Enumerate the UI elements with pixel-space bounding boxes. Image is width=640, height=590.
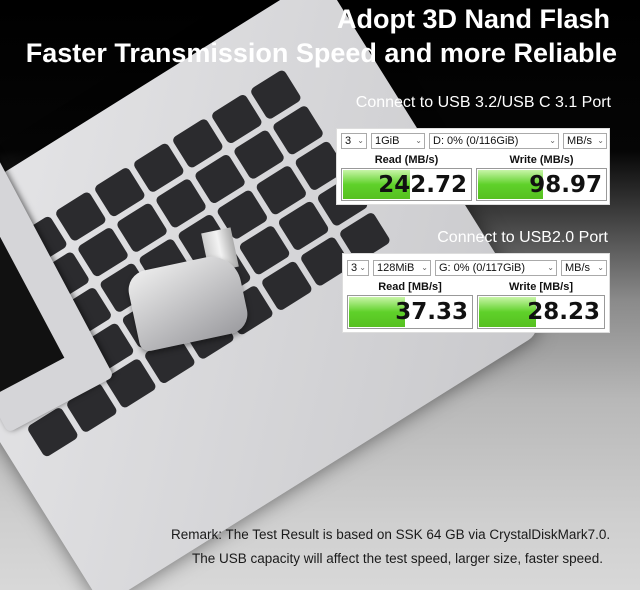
- read-value: 242.72: [378, 171, 467, 198]
- read-label: Read (MB/s): [374, 154, 439, 166]
- write-result: 98.97: [476, 168, 607, 201]
- size-select[interactable]: 128MiB ⌄: [373, 260, 431, 276]
- chevron-down-icon: ⌄: [549, 136, 556, 145]
- write-value: 98.97: [529, 171, 602, 198]
- read-result: 37.33: [347, 295, 473, 329]
- chevron-down-icon: ⌄: [357, 136, 364, 145]
- usb2-benchmark-panel: 3 ⌄ 128MiB ⌄ G: 0% (0/117GiB) ⌄ MB/s ⌄ Read …: [342, 253, 610, 333]
- count-select[interactable]: 3 ⌄: [347, 260, 369, 276]
- drive-value: D: 0% (0/116GiB): [433, 135, 519, 147]
- headline-line1: Adopt 3D Nand Flash: [336, 4, 610, 34]
- chevron-down-icon: ⌄: [547, 263, 554, 272]
- write-value: 28.23: [527, 299, 600, 325]
- count-select[interactable]: 3 ⌄: [341, 133, 367, 149]
- read-bar: [349, 297, 405, 327]
- size-value: 1GiB: [375, 135, 400, 147]
- chevron-down-icon: ⌄: [421, 263, 428, 272]
- usb3-benchmark-panel: 3 ⌄ 1GiB ⌄ D: 0% (0/116GiB) ⌄ MB/s ⌄ Read (M…: [336, 128, 610, 205]
- write-bar: [478, 170, 543, 199]
- chevron-down-icon: ⌄: [415, 136, 422, 145]
- size-select[interactable]: 1GiB ⌄: [371, 133, 425, 149]
- count-value: 3: [351, 262, 358, 274]
- unit-value: MB/s: [565, 262, 591, 274]
- remark-line1: Remark: The Test Result is based on SSK …: [171, 527, 611, 542]
- usb3-caption: Connect to USB 3.2/USB C 3.1 Port: [355, 94, 611, 111]
- remark-line2: The USB capacity will affect the test sp…: [192, 551, 603, 566]
- chevron-down-icon: ⌄: [597, 136, 604, 145]
- read-value: 37.33: [395, 299, 468, 325]
- write-label: Write (MB/s): [509, 154, 574, 166]
- headline-line2: Faster Transmission Speed and more Relia…: [25, 38, 617, 68]
- write-label: Write [MB/s]: [509, 281, 573, 293]
- read-result: 242.72: [341, 168, 472, 201]
- read-label: Read [MB/s]: [378, 281, 442, 293]
- size-value: 128MiB: [377, 262, 415, 274]
- read-bar: [343, 170, 411, 199]
- drive-select[interactable]: G: 0% (0/117GiB) ⌄: [435, 260, 557, 276]
- write-result: 28.23: [477, 295, 605, 329]
- unit-select[interactable]: MB/s ⌄: [561, 260, 607, 276]
- drive-value: G: 0% (0/117GiB): [439, 262, 525, 274]
- chevron-down-icon: ⌄: [597, 263, 604, 272]
- unit-value: MB/s: [567, 135, 593, 147]
- usb2-caption: Connect to USB2.0 Port: [437, 229, 608, 246]
- count-value: 3: [345, 135, 352, 147]
- chevron-down-icon: ⌄: [359, 263, 366, 272]
- unit-select[interactable]: MB/s ⌄: [563, 133, 607, 149]
- drive-select[interactable]: D: 0% (0/116GiB) ⌄: [429, 133, 559, 149]
- write-bar: [479, 297, 536, 327]
